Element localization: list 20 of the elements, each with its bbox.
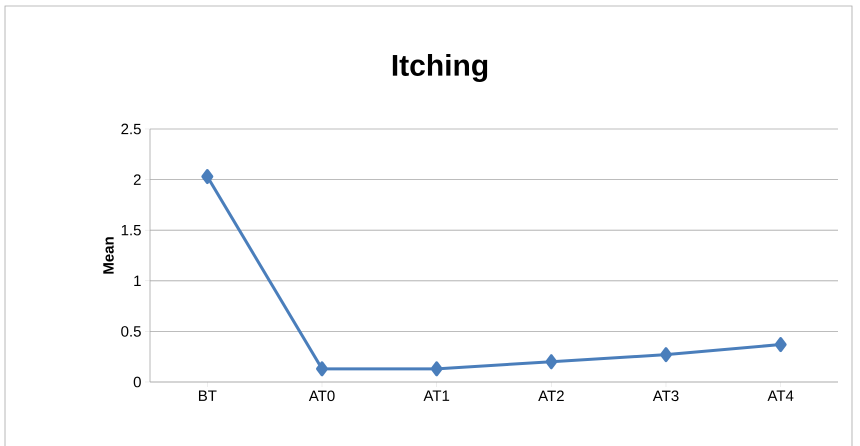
y-tick-label: 1 bbox=[134, 276, 141, 286]
y-axis-title: Mean bbox=[103, 237, 114, 274]
x-tick-label: AT4 bbox=[767, 390, 794, 401]
x-tick-label: AT3 bbox=[652, 390, 679, 402]
chart-title: Itching bbox=[392, 54, 488, 82]
x-tick-label: AT1 bbox=[424, 390, 450, 401]
y-tick-label: 1.5 bbox=[122, 224, 141, 236]
point bbox=[545, 354, 558, 370]
point bbox=[774, 337, 787, 352]
y-tick-label: 2.5 bbox=[121, 124, 141, 134]
y-tick-label: 0.5 bbox=[121, 326, 141, 337]
x-tick-label: AT2 bbox=[538, 390, 564, 401]
point bbox=[201, 169, 214, 184]
point bbox=[660, 347, 672, 362]
y-tick-label: 2 bbox=[134, 174, 141, 185]
x-tick-label: BT bbox=[198, 390, 217, 401]
x-tick-label: AT0 bbox=[308, 390, 335, 402]
y-tick-label: 0 bbox=[134, 376, 141, 388]
point bbox=[430, 361, 443, 376]
point bbox=[316, 361, 328, 376]
